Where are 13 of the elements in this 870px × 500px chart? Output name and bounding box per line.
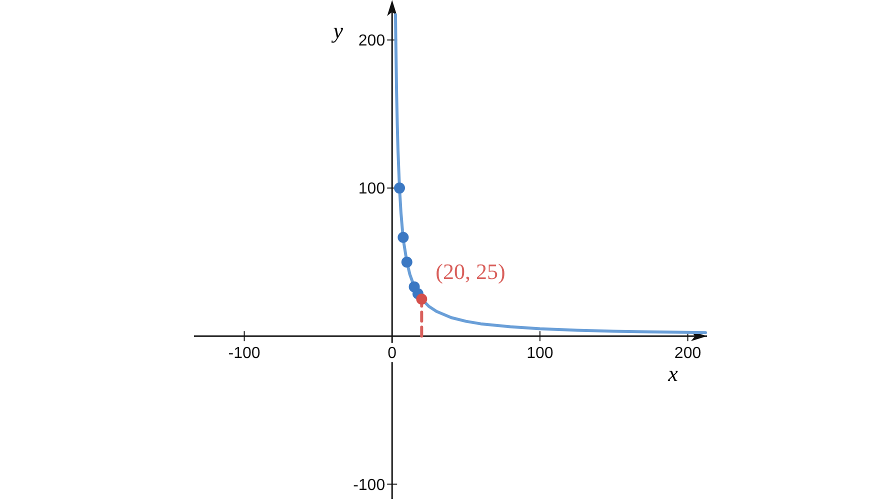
point <box>398 232 409 243</box>
y-tick-label: 200 <box>358 32 386 50</box>
point <box>416 294 428 305</box>
y-tick-label: -100 <box>353 476 386 494</box>
y-axis-title: y <box>331 18 344 43</box>
y-tick-label: 100 <box>358 180 386 198</box>
x-tick-label: 100 <box>526 345 554 362</box>
point <box>401 256 412 268</box>
annotation: (20, 25) <box>436 259 506 284</box>
x-tick-label: -100 <box>228 345 260 362</box>
x-tick-label: 200 <box>674 345 702 362</box>
x-axis-title: x <box>667 361 678 386</box>
point <box>394 182 405 194</box>
